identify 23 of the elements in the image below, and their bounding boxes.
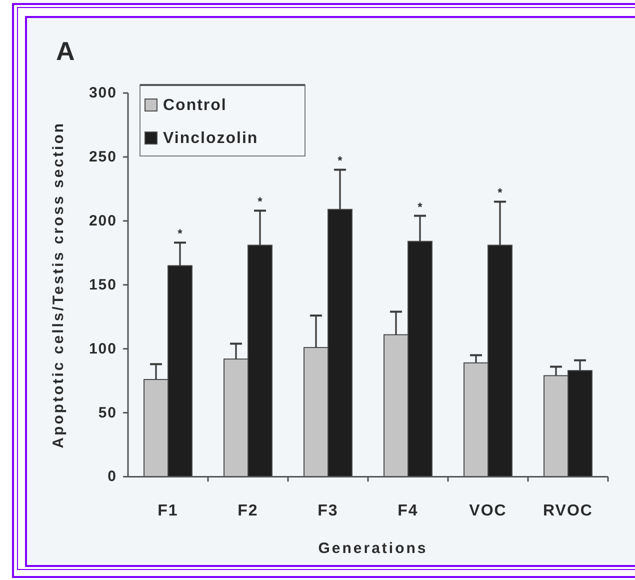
legend-label: Vinclozolin (163, 130, 258, 146)
x-tick-label: RVOC (543, 502, 593, 520)
y-axis-title: Apoptotic cells/Testis cross section (50, 121, 66, 448)
y-tick-label: 200 (88, 212, 117, 230)
annotation: * (338, 154, 343, 168)
annotation: * (418, 200, 423, 214)
annotation: * (178, 226, 183, 241)
x-tick-label: F4 (398, 502, 418, 520)
x-tick-label: F2 (238, 502, 258, 520)
y-tick-label: 150 (88, 276, 117, 294)
x-tick-label: VOC (469, 502, 507, 520)
x-axis-title: Generations (318, 540, 428, 557)
y-tick-label: 100 (88, 340, 117, 358)
x-tick-label: F3 (318, 502, 338, 520)
y-tick-label: 0 (108, 468, 117, 486)
annotation: * (498, 186, 503, 200)
y-tick-label: 50 (98, 404, 117, 422)
x-tick-label: F1 (158, 502, 178, 520)
legend-label: Control (163, 96, 227, 114)
y-tick-label: 250 (88, 148, 117, 166)
annotation: * (258, 194, 263, 209)
y-tick-label: 300 (88, 84, 117, 102)
chart-title: A (56, 36, 75, 66)
